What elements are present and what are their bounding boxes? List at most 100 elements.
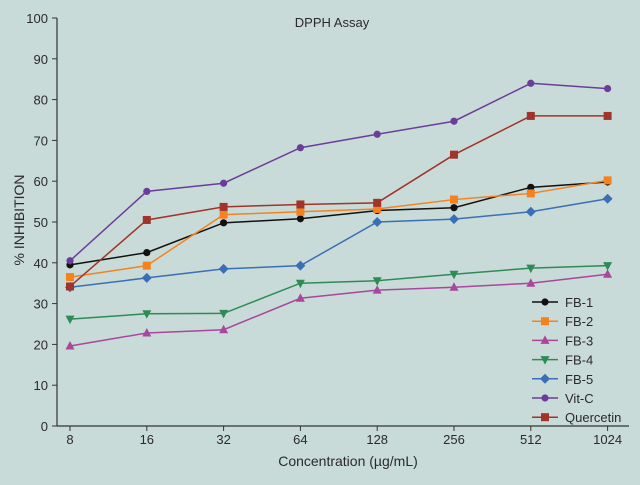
legend-marker: [541, 394, 549, 402]
data-point: [526, 189, 535, 198]
x-tick-label: 8: [66, 432, 73, 447]
x-tick-label: 1024: [593, 432, 622, 447]
legend-item: FB-5: [532, 372, 593, 387]
data-point: [218, 263, 229, 274]
series-line: [69, 273, 608, 347]
data-point: [373, 198, 382, 207]
data-point: [143, 187, 151, 195]
axes: 0 10 20 30 40 50 60 70 80 90 100 8 16 32 64 128 256 512 10…: [26, 11, 629, 447]
legend: FB-1 FB-2 FB-3 FB-4 FB-5 Vit-C Quercetin: [532, 295, 621, 425]
data-point: [603, 262, 613, 271]
data-point: [604, 84, 612, 93]
series-vit-c: [66, 79, 612, 265]
data-point: [372, 285, 382, 294]
legend-label: FB-4: [565, 353, 593, 368]
data-point: [527, 79, 535, 87]
y-tick-label: 60: [34, 174, 48, 189]
data-point: [65, 315, 75, 325]
data-point: [526, 111, 535, 120]
data-point: [142, 261, 151, 270]
data-point: [296, 207, 305, 216]
legend-marker: [540, 356, 550, 365]
data-point: [527, 183, 535, 191]
legend-label: FB-3: [565, 333, 593, 348]
data-point: [603, 111, 612, 120]
series-layer: [65, 79, 613, 350]
series-line: [69, 115, 608, 288]
data-point: [450, 195, 458, 204]
legend-item: FB-4: [532, 353, 593, 368]
data-point: [603, 176, 612, 185]
legend-label: FB-5: [565, 372, 593, 387]
y-tick-label: 90: [34, 52, 48, 67]
y-tick-label: 20: [34, 337, 48, 352]
data-point: [142, 310, 152, 319]
data-point: [372, 217, 383, 227]
data-point: [295, 293, 305, 302]
legend-marker: [541, 413, 549, 422]
data-point: [295, 260, 306, 271]
data-point: [602, 193, 613, 204]
data-point: [66, 282, 74, 291]
series-quercetin: [66, 111, 612, 291]
y-tick-label: 10: [34, 378, 48, 393]
data-point: [142, 215, 151, 224]
series-fb-2: [66, 176, 612, 282]
legend-label: FB-1: [565, 295, 593, 310]
x-tick-label: 16: [140, 432, 154, 447]
data-point: [372, 277, 382, 286]
data-point: [296, 144, 304, 152]
data-point: [450, 117, 458, 125]
data-point: [450, 204, 458, 212]
data-point: [143, 249, 151, 257]
legend-label: FB-2: [565, 314, 593, 329]
series-line: [69, 264, 608, 320]
data-point: [526, 278, 536, 287]
series-line: [69, 198, 608, 289]
legend-label: Quercetin: [565, 410, 621, 425]
data-point: [373, 130, 381, 138]
data-point: [142, 327, 152, 337]
chart-title: DPPH Assay: [295, 15, 370, 30]
series-line: [69, 181, 608, 266]
data-point: [219, 309, 229, 319]
data-point: [373, 204, 382, 213]
data-point: [526, 264, 536, 274]
data-point: [220, 179, 228, 187]
x-tick-label: 32: [216, 432, 230, 447]
x-tick-label: 128: [366, 432, 388, 447]
data-point: [66, 273, 74, 282]
series-fb-4: [65, 262, 613, 325]
y-tick-label: 100: [26, 11, 48, 26]
data-point: [219, 210, 228, 219]
legend-marker: [541, 317, 549, 326]
x-tick-label: 512: [520, 432, 542, 447]
data-point: [603, 269, 613, 278]
legend-marker: [540, 335, 550, 344]
y-tick-label: 70: [34, 133, 48, 148]
data-point: [449, 270, 459, 280]
y-axis-label: % INHIBITION: [11, 174, 27, 265]
y-tick-label: 40: [34, 256, 48, 271]
legend-item: FB-2: [532, 314, 593, 329]
data-point: [450, 150, 458, 159]
legend-item: FB-3: [532, 333, 593, 348]
y-tick-label: 80: [34, 93, 48, 108]
legend-label: Vit-C: [565, 391, 594, 406]
data-point: [141, 272, 152, 283]
legend-item: Vit-C: [532, 391, 594, 406]
legend-marker: [541, 298, 549, 306]
data-point: [296, 215, 304, 223]
x-tick-label: 256: [443, 432, 465, 447]
y-tick-label: 0: [41, 419, 48, 434]
y-tick-label: 50: [34, 215, 48, 230]
y-tick-label: 30: [34, 297, 48, 312]
data-point: [525, 206, 536, 217]
x-axis-label: Concentration (µg/mL): [278, 453, 418, 469]
data-point: [295, 279, 305, 289]
data-point: [220, 219, 228, 227]
series-line: [69, 179, 608, 278]
